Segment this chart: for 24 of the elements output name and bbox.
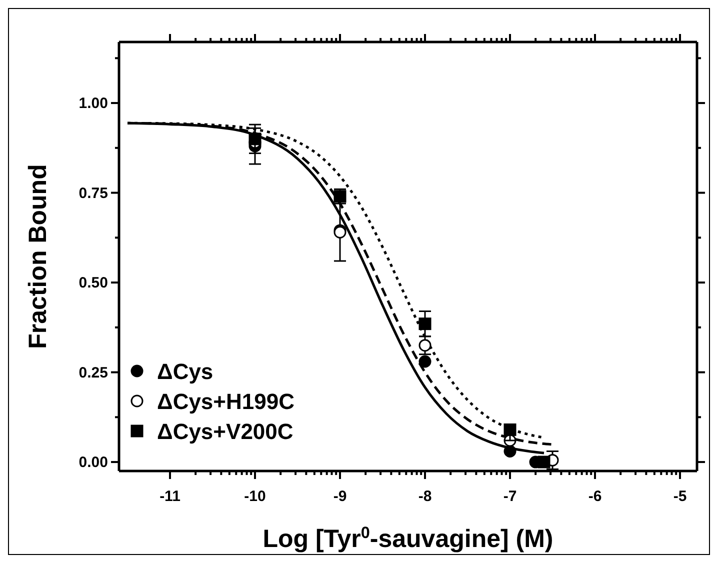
point	[248, 132, 262, 146]
y-tick-label: 0.50	[78, 274, 108, 292]
x-tick-label: -11	[160, 488, 180, 505]
y-tick-label: 0.25	[78, 364, 108, 382]
x-tick-label: -8	[418, 488, 432, 505]
legend-label: ΔCys+V200C	[157, 419, 294, 444]
point	[504, 445, 516, 458]
x-tick-label: -6	[588, 488, 602, 505]
point	[418, 339, 432, 352]
x-tick-label: -5	[673, 488, 687, 505]
legend-label: ΔCys+H199C	[157, 389, 295, 414]
legend-label: ΔCys	[157, 359, 214, 384]
x-tick-label: -9	[333, 488, 347, 505]
y-axis-title: Fraction Bound	[24, 164, 52, 349]
y-tick-label: 1.00	[78, 95, 108, 112]
point	[418, 355, 432, 368]
y-tick-label: 0.75	[78, 184, 108, 202]
point	[418, 318, 432, 330]
x-tick-label: -7	[503, 488, 517, 505]
x-tick-label: -10	[244, 488, 266, 505]
point	[504, 423, 516, 436]
x-axis-title: Log [Tyr$^{0}$-sauvagine] (M)	[262, 524, 554, 553]
y-tick-label: 0.00	[78, 454, 108, 472]
point	[538, 456, 550, 468]
